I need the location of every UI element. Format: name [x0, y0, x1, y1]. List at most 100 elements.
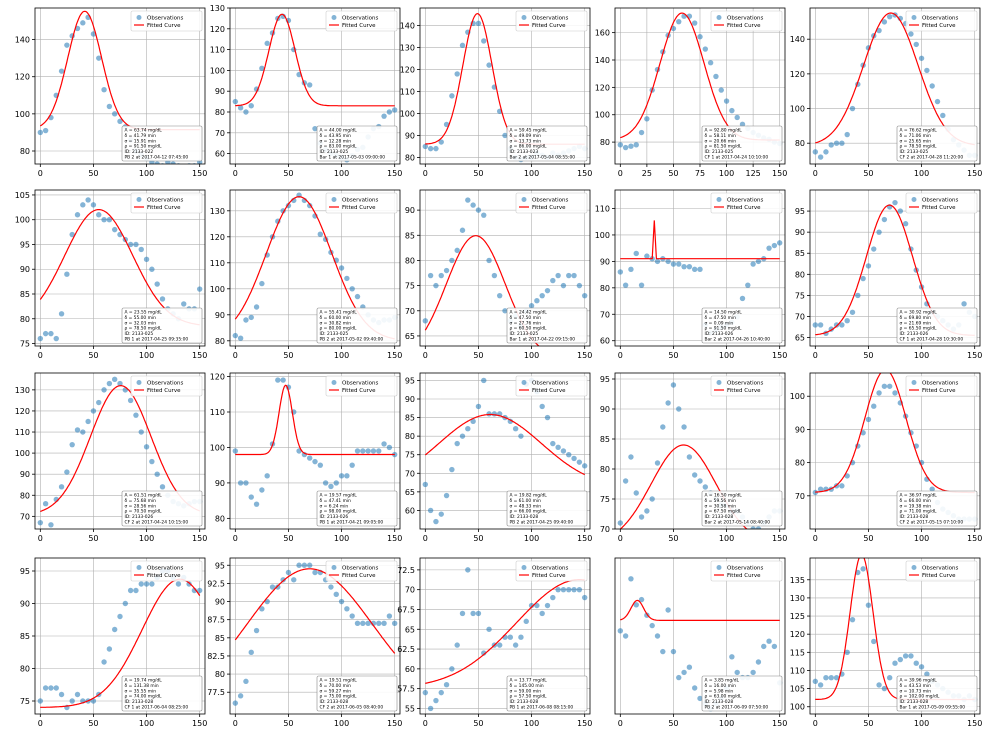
observation-point	[886, 13, 893, 20]
observation-point	[755, 526, 762, 529]
observation-point	[42, 685, 49, 691]
y-tick-label: 70	[795, 492, 805, 501]
fit-info-line: ρ = 74.00 mg/dL	[125, 694, 163, 700]
observation-point	[550, 440, 556, 447]
observation-point	[127, 241, 134, 248]
legend-box	[905, 560, 978, 582]
x-tick-label: 150	[387, 719, 402, 728]
legend-observations-label: Observations	[147, 16, 183, 22]
observation-point	[539, 292, 545, 299]
observation-point	[154, 161, 160, 164]
fit-info-line: σ = 27.76 min	[510, 320, 542, 326]
observation-point	[74, 691, 81, 698]
observation-point	[502, 308, 508, 314]
observation-point	[264, 473, 270, 479]
observation-point	[101, 87, 107, 93]
y-tick-label: 77.5	[207, 688, 225, 697]
observation-point	[817, 322, 824, 328]
observation-point	[275, 584, 281, 590]
legend-fitted-label: Fitted Curve	[532, 573, 566, 579]
y-tick-label: 95	[215, 561, 225, 570]
observation-point	[571, 455, 577, 462]
observation-point	[644, 253, 650, 259]
legend-box	[130, 375, 203, 397]
y-tick-label: 100	[790, 392, 805, 401]
axes-frame	[614, 189, 786, 347]
x-tick-label: 100	[334, 351, 349, 360]
x-tick-label: 100	[719, 719, 734, 728]
observation-point	[138, 246, 144, 253]
observation-point	[186, 581, 192, 587]
y-tick-label: 115	[790, 648, 805, 657]
observation-point	[80, 202, 86, 208]
legend-box	[325, 192, 398, 214]
legend-observations-label: Observations	[922, 16, 958, 22]
y-tick-label: 95	[600, 375, 610, 384]
y-tick-label: 80	[600, 284, 610, 293]
y-tick-label: 140	[595, 56, 610, 65]
y-tick-label: 70	[600, 310, 610, 319]
observation-point	[127, 397, 134, 404]
legend-observations-label: Observations	[532, 16, 568, 22]
observation-point	[544, 287, 551, 294]
observation-point	[454, 440, 460, 447]
fit-info-line: A = 55.41 mg/dL	[320, 310, 358, 316]
observation-point	[729, 107, 735, 114]
x-tick-label: 100	[524, 169, 539, 178]
y-tick-label: 85	[20, 632, 30, 641]
x-tick-label: 100	[334, 534, 349, 543]
observation-point	[360, 448, 366, 454]
observation-point	[481, 377, 487, 384]
fit-info-line: ρ = 86.00 mg/dL	[510, 144, 548, 150]
fitted-curve	[234, 568, 396, 654]
observation-point	[422, 481, 429, 488]
x-tick-label: 0	[813, 534, 818, 543]
y-tick-label: 120	[15, 73, 30, 82]
observation-point	[422, 318, 429, 324]
x-tick-label: 100	[524, 351, 539, 360]
legend-observations-label: Observations	[532, 381, 568, 387]
fit-info-line: δ = 61.00 min	[510, 498, 542, 504]
legend-fitted-label: Fitted Curve	[342, 573, 376, 579]
observation-point	[713, 73, 719, 80]
subplot-7: 0 50 100 150 80 90 100 110 120 130 ObservationsFit…	[210, 189, 402, 360]
observation-point	[844, 318, 850, 324]
observation-point	[237, 480, 244, 486]
observation-point	[534, 298, 540, 304]
observation-point	[133, 241, 139, 248]
observation-point	[844, 473, 850, 479]
legend-fitted-label: Fitted Curve	[922, 205, 956, 211]
observation-point	[566, 272, 572, 279]
observation-point	[828, 675, 834, 681]
observation-point	[518, 634, 524, 640]
fit-info-line: A = 76.62 mg/dL	[900, 128, 938, 134]
fit-info-line: ID: 2133-028	[705, 699, 734, 705]
observation-point	[386, 109, 393, 115]
observation-point	[175, 581, 182, 587]
observation-point	[755, 258, 762, 265]
x-tick-label: 150	[387, 169, 402, 178]
fit-info-line: δ = 43.95 min	[320, 133, 352, 139]
y-tick-label: 90	[600, 405, 610, 414]
y-tick-label: 120	[595, 83, 610, 92]
observation-point	[85, 197, 91, 203]
observation-point	[37, 698, 44, 704]
legend-observations-label: Observations	[532, 566, 568, 572]
observation-point	[665, 258, 671, 265]
y-tick-label: 105	[15, 191, 30, 200]
observation-point	[248, 494, 254, 500]
x-tick-label: 50	[88, 719, 98, 728]
axes-frame	[229, 557, 401, 715]
legend-fitted-label: Fitted Curve	[342, 388, 376, 394]
observation-point	[96, 55, 102, 61]
observation-point	[133, 412, 139, 418]
observation-point	[771, 643, 778, 650]
fit-info-line: σ = 15.91 min	[125, 138, 157, 144]
observation-point	[449, 257, 455, 264]
observation-point	[344, 473, 350, 479]
observation-point	[459, 42, 466, 49]
